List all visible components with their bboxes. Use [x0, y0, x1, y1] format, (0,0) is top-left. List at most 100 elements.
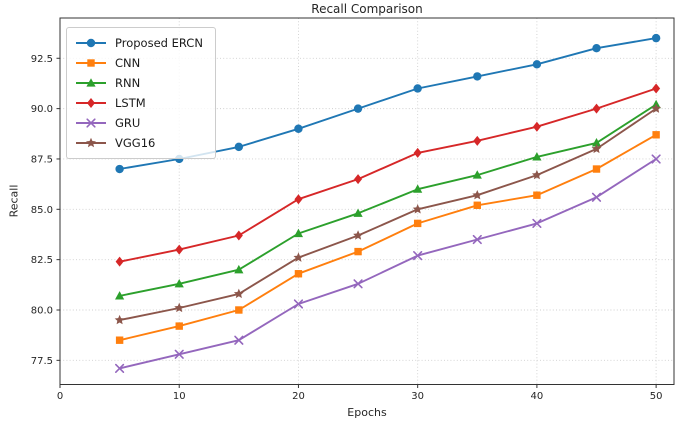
x-axis-label: Epochs: [347, 406, 387, 419]
y-tick-label: 85.0: [31, 205, 53, 216]
data-point-gru: [234, 335, 244, 345]
series-rnn: [115, 99, 661, 300]
legend-label: CNN: [115, 56, 141, 70]
data-point-vgg16: [114, 314, 125, 325]
data-point-lstm: [592, 103, 601, 114]
legend-label: GRU: [115, 116, 141, 130]
legend-item-vgg16: VGG16: [75, 133, 203, 153]
data-point-gru: [174, 349, 184, 359]
legend: Proposed ERCN CNN RNN LSTM GRU VGG16: [66, 27, 216, 159]
series-vgg16: [114, 103, 662, 325]
data-point-proposed-ercn: [234, 142, 244, 152]
data-point-rnn: [115, 291, 125, 300]
data-point-proposed-ercn: [532, 60, 542, 69]
data-point-lstm: [413, 147, 422, 158]
y-tick-label: 87.5: [31, 154, 53, 165]
data-point-rnn: [234, 264, 244, 274]
data-point-proposed-ercn: [115, 164, 124, 174]
series-line-rnn: [118, 103, 658, 297]
data-point-gru: [353, 279, 363, 289]
series-line-gru: [118, 158, 658, 370]
data-point-vgg16: [174, 302, 185, 313]
data-point-cnn: [354, 247, 362, 256]
y-tick-label: 82.5: [31, 255, 53, 266]
series-cnn: [115, 131, 660, 344]
x-tick-label: 20: [292, 391, 305, 402]
series-line-lstm: [118, 87, 658, 263]
data-point-cnn: [115, 336, 124, 344]
legend-marker-circle-icon: [76, 38, 106, 48]
legend-label: LSTM: [115, 96, 146, 110]
legend-marker-square-icon: [76, 59, 106, 67]
data-point-gru: [651, 154, 661, 164]
chart-title: Recall Comparison: [311, 2, 423, 16]
y-tick-label: 80.0: [31, 305, 53, 316]
data-point-rnn: [413, 184, 423, 193]
legend-marker-triangle-icon: [76, 78, 106, 87]
legend-marker-diamond-icon: [76, 98, 106, 108]
legend-marker-x-icon: [76, 118, 106, 128]
legend-item-proposed-ercn: Proposed ERCN: [75, 33, 203, 53]
data-point-vgg16: [591, 143, 602, 154]
data-point-lstm: [473, 135, 482, 146]
data-point-gru: [115, 363, 125, 373]
series-proposed-ercn: [115, 33, 661, 174]
data-point-lstm: [294, 194, 303, 205]
legend-marker-star-icon: [76, 137, 106, 148]
data-point-lstm: [115, 256, 124, 267]
series-line-cnn: [118, 133, 658, 342]
data-point-lstm: [234, 230, 243, 241]
data-point-proposed-ercn: [592, 44, 601, 53]
data-point-gru: [472, 234, 482, 245]
data-point-lstm: [652, 83, 661, 94]
data-point-cnn: [592, 165, 601, 173]
legend-marker-glyph: [87, 59, 95, 67]
data-point-cnn: [652, 131, 660, 139]
data-point-rnn: [472, 170, 482, 179]
y-tick-label: 90.0: [31, 104, 53, 115]
legend-marker-glyph: [86, 118, 96, 128]
data-point-gru: [293, 299, 304, 309]
x-tick-label: 50: [650, 391, 663, 402]
data-point-gru: [532, 218, 542, 229]
plot-border: [59, 17, 675, 385]
data-point-proposed-ercn: [294, 124, 303, 133]
legend-marker-glyph: [87, 98, 95, 108]
data-point-rnn: [591, 138, 602, 147]
data-point-cnn: [533, 191, 541, 199]
data-point-rnn: [293, 228, 304, 238]
data-point-cnn: [175, 322, 183, 330]
legend-item-rnn: RNN: [75, 73, 203, 93]
legend-marker-glyph: [86, 137, 96, 148]
data-point-vgg16: [412, 204, 423, 214]
data-point-cnn: [413, 219, 422, 228]
series-lstm: [115, 83, 661, 267]
data-point-lstm: [532, 121, 541, 132]
data-point-vgg16: [233, 288, 244, 299]
series-line-vgg16: [118, 107, 658, 322]
data-point-proposed-ercn: [651, 33, 661, 43]
data-point-vgg16: [472, 190, 483, 200]
data-point-gru: [591, 192, 602, 202]
legend-item-gru: GRU: [75, 113, 203, 133]
data-point-vgg16: [531, 169, 542, 180]
data-point-proposed-ercn: [473, 72, 482, 81]
y-tick-label: 77.5: [31, 356, 53, 367]
y-tick-label: 92.5: [31, 54, 53, 65]
legend-marker-glyph: [86, 78, 96, 87]
x-tick-label: 10: [173, 391, 186, 402]
data-point-cnn: [294, 270, 303, 278]
data-point-vgg16: [353, 230, 364, 240]
series-gru: [115, 154, 661, 373]
data-point-rnn: [532, 152, 542, 161]
data-point-vgg16: [293, 252, 304, 262]
data-point-cnn: [473, 201, 481, 209]
x-tick-label: 0: [57, 391, 63, 402]
data-point-lstm: [354, 174, 363, 185]
data-point-lstm: [175, 244, 184, 255]
data-point-cnn: [235, 306, 243, 314]
data-point-rnn: [174, 279, 184, 288]
legend-item-cnn: CNN: [75, 53, 203, 73]
legend-marker-glyph: [86, 38, 96, 48]
